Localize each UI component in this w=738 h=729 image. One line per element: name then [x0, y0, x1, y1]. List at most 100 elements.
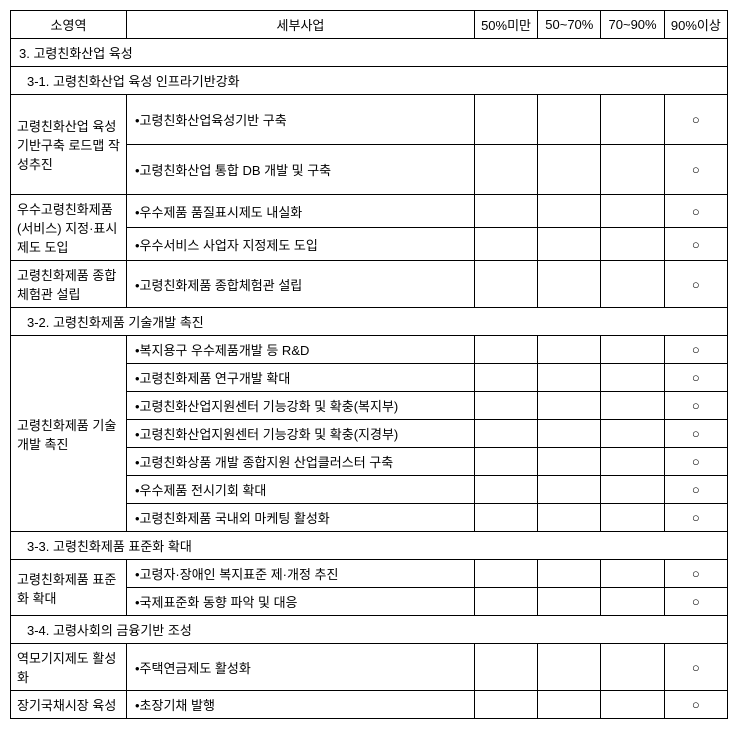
- mark-cell: [601, 392, 664, 420]
- mark-cell: [474, 588, 537, 616]
- mark-cell: [538, 476, 601, 504]
- subsection-title: 3-4. 고령사회의 금융기반 조성: [11, 616, 728, 644]
- mark-cell: [601, 420, 664, 448]
- detail-item: •주택연금제도 활성화: [126, 644, 474, 691]
- mark-cell: [601, 228, 664, 261]
- mark-cell: [474, 476, 537, 504]
- mark-cell: [474, 560, 537, 588]
- mark-cell: [474, 420, 537, 448]
- subarea-label: 고령친화제품 기술개발 촉진: [11, 336, 127, 532]
- subarea-label: 고령친화제품 표준화 확대: [11, 560, 127, 616]
- mark-cell: [474, 691, 537, 719]
- header-pct4: 90%이상: [664, 11, 727, 39]
- mark-cell: ○: [664, 228, 727, 261]
- detail-item: •고령자·장애인 복지표준 제·개정 추진: [126, 560, 474, 588]
- detail-item: •고령친화제품 연구개발 확대: [126, 364, 474, 392]
- header-subarea: 소영역: [11, 11, 127, 39]
- section-title: 3. 고령친화산업 육성: [11, 39, 728, 67]
- detail-item: •복지용구 우수제품개발 등 R&D: [126, 336, 474, 364]
- mark-cell: ○: [664, 195, 727, 228]
- mark-cell: ○: [664, 420, 727, 448]
- table-row: 고령친화제품 종합체험관 설립 •고령친화제품 종합체험관 설립 ○: [11, 261, 728, 308]
- mark-cell: [474, 504, 537, 532]
- table-row: 역모기지제도 활성화 •주택연금제도 활성화 ○: [11, 644, 728, 691]
- mark-cell: [538, 588, 601, 616]
- detail-item: •고령친화산업육성기반 구축: [126, 95, 474, 145]
- mark-cell: ○: [664, 476, 727, 504]
- mark-cell: [601, 364, 664, 392]
- detail-item: •초장기채 발행: [126, 691, 474, 719]
- subarea-label: 고령친화제품 종합체험관 설립: [11, 261, 127, 308]
- mark-cell: [474, 644, 537, 691]
- table-row: 우수고령친화제품(서비스) 지정·표시제도 도입 •우수제품 품질표시제도 내실…: [11, 195, 728, 228]
- mark-cell: ○: [664, 336, 727, 364]
- mark-cell: [538, 145, 601, 195]
- mark-cell: [474, 448, 537, 476]
- mark-cell: ○: [664, 644, 727, 691]
- header-pct3: 70~90%: [601, 11, 664, 39]
- mark-cell: [474, 261, 537, 308]
- subarea-label: 우수고령친화제품(서비스) 지정·표시제도 도입: [11, 195, 127, 261]
- detail-item: •고령친화상품 개발 종합지원 산업클러스터 구축: [126, 448, 474, 476]
- subsection-row: 3-1. 고령친화산업 육성 인프라기반강화: [11, 67, 728, 95]
- mark-cell: [601, 195, 664, 228]
- mark-cell: [474, 195, 537, 228]
- header-detail: 세부사업: [126, 11, 474, 39]
- mark-cell: ○: [664, 691, 727, 719]
- table-row: 장기국채시장 육성 •초장기채 발행 ○: [11, 691, 728, 719]
- mark-cell: [601, 588, 664, 616]
- mark-cell: [474, 95, 537, 145]
- mark-cell: ○: [664, 364, 727, 392]
- mark-cell: [538, 504, 601, 532]
- mark-cell: [538, 261, 601, 308]
- table-row: 고령친화제품 표준화 확대 •고령자·장애인 복지표준 제·개정 추진 ○: [11, 560, 728, 588]
- mark-cell: ○: [664, 95, 727, 145]
- mark-cell: [538, 691, 601, 719]
- mark-cell: ○: [664, 504, 727, 532]
- mark-cell: [601, 504, 664, 532]
- detail-item: •국제표준화 동향 파악 및 대응: [126, 588, 474, 616]
- header-row: 소영역 세부사업 50%미만 50~70% 70~90% 90%이상: [11, 11, 728, 39]
- mark-cell: ○: [664, 392, 727, 420]
- mark-cell: [601, 691, 664, 719]
- subsection-row: 3-3. 고령친화제품 표준화 확대: [11, 532, 728, 560]
- mark-cell: [538, 195, 601, 228]
- subsection-row: 3-2. 고령친화제품 기술개발 촉진: [11, 308, 728, 336]
- mark-cell: [474, 392, 537, 420]
- detail-item: •우수제품 전시기회 확대: [126, 476, 474, 504]
- mark-cell: ○: [664, 261, 727, 308]
- mark-cell: [474, 336, 537, 364]
- detail-item: •우수제품 품질표시제도 내실화: [126, 195, 474, 228]
- mark-cell: [601, 145, 664, 195]
- detail-item: •고령친화산업지원센터 기능강화 및 확충(복지부): [126, 392, 474, 420]
- mark-cell: [601, 560, 664, 588]
- header-pct2: 50~70%: [538, 11, 601, 39]
- subsection-title: 3-3. 고령친화제품 표준화 확대: [11, 532, 728, 560]
- mark-cell: [474, 145, 537, 195]
- mark-cell: [538, 228, 601, 261]
- mark-cell: [601, 448, 664, 476]
- header-pct1: 50%미만: [474, 11, 537, 39]
- mark-cell: [601, 261, 664, 308]
- subsection-title: 3-1. 고령친화산업 육성 인프라기반강화: [11, 67, 728, 95]
- table-row: 고령친화제품 기술개발 촉진 •복지용구 우수제품개발 등 R&D ○: [11, 336, 728, 364]
- mark-cell: [538, 364, 601, 392]
- mark-cell: ○: [664, 588, 727, 616]
- mark-cell: [474, 364, 537, 392]
- mark-cell: [474, 228, 537, 261]
- subarea-label: 고령친화산업 육성기반구축 로드맵 작성추진: [11, 95, 127, 195]
- mark-cell: ○: [664, 560, 727, 588]
- subsection-title: 3-2. 고령친화제품 기술개발 촉진: [11, 308, 728, 336]
- detail-item: •고령친화산업지원센터 기능강화 및 확충(지경부): [126, 420, 474, 448]
- mark-cell: [601, 336, 664, 364]
- section-row: 3. 고령친화산업 육성: [11, 39, 728, 67]
- mark-cell: [601, 644, 664, 691]
- subarea-label: 장기국채시장 육성: [11, 691, 127, 719]
- mark-cell: ○: [664, 145, 727, 195]
- mark-cell: [538, 420, 601, 448]
- mark-cell: [538, 448, 601, 476]
- detail-item: •고령친화제품 종합체험관 설립: [126, 261, 474, 308]
- mark-cell: [538, 392, 601, 420]
- table-row: 고령친화산업 육성기반구축 로드맵 작성추진 •고령친화산업육성기반 구축 ○: [11, 95, 728, 145]
- mark-cell: ○: [664, 448, 727, 476]
